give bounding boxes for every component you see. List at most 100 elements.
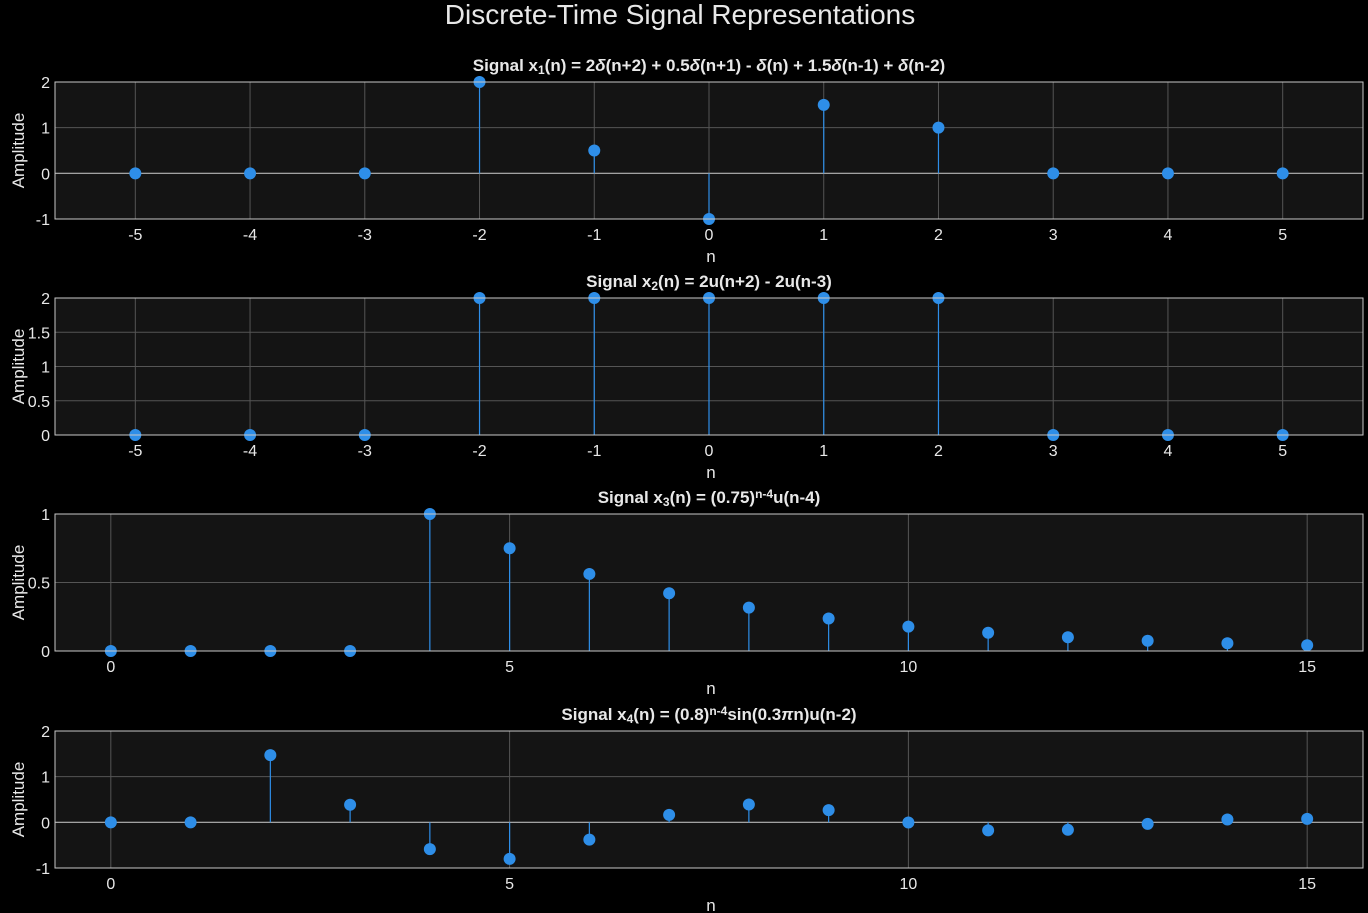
axes-border xyxy=(54,297,1364,436)
y-tick-label: 1 xyxy=(41,121,50,138)
x-tick-label: 15 xyxy=(1298,876,1316,893)
subplot-4: 0 5 10 15 -1 0 1 2 n Amplitude Signal x4(n) = (0.8… xyxy=(9,704,1364,913)
x-tick-label: 2 xyxy=(934,443,943,460)
stem-marker xyxy=(742,798,755,811)
stem-marker xyxy=(104,816,117,829)
x-tick-label: 1 xyxy=(819,443,828,460)
stem-marker xyxy=(817,98,830,111)
stem-marker xyxy=(184,816,197,829)
subplot-title: Signal x1(n) = 2δ(n+2) + 0.5δ(n+1) - δ(n… xyxy=(473,56,945,77)
x-tick-label: -3 xyxy=(358,227,372,244)
subplot-title: Signal x2(n) = 2u(n+2) - 2u(n-3) xyxy=(586,272,832,293)
y-tick-label: 2 xyxy=(41,724,50,741)
y-tick-label: 1 xyxy=(41,507,50,524)
stem-marker xyxy=(902,620,915,633)
stem-marker xyxy=(1221,637,1234,650)
x-tick-label: 0 xyxy=(106,876,115,893)
stem-marker xyxy=(663,808,676,821)
y-tick-label: -1 xyxy=(36,861,50,878)
subplot-2: -5 -4 -3 -2 -1 0 1 2 3 4 5 0 0.5 1 1.5 2 n Amplitude Signa… xyxy=(9,272,1364,482)
x-tick-label: -3 xyxy=(358,443,372,460)
stem-marker xyxy=(244,167,257,180)
stem-marker xyxy=(583,567,596,580)
y-tick-label: 0.5 xyxy=(28,394,50,411)
stem-marker xyxy=(902,816,915,829)
stem-marker xyxy=(503,852,516,865)
y-axis-label: Amplitude xyxy=(9,762,28,838)
stem-marker xyxy=(264,749,277,762)
x-tick-label: 3 xyxy=(1049,443,1058,460)
stem-marker xyxy=(982,626,995,639)
stem-marker xyxy=(663,587,676,600)
subplot-3: 0 5 10 15 0 0.5 1 n Amplitude Signal x3(n) = (0.7… xyxy=(9,487,1364,698)
y-tick-label: 1 xyxy=(41,360,50,377)
subplot-title: Signal x3(n) = (0.75)n-4u(n-4) xyxy=(598,487,821,509)
axes-border xyxy=(54,513,1364,652)
stem-marker xyxy=(1047,167,1060,180)
x-tick-label: 0 xyxy=(106,659,115,676)
stem-marker xyxy=(1301,812,1314,825)
stem-marker xyxy=(982,824,995,837)
y-tick-label: 2 xyxy=(41,75,50,92)
x-tick-label: 0 xyxy=(705,227,714,244)
stem-marker xyxy=(1141,817,1154,830)
y-tick-label: 0 xyxy=(41,815,50,832)
y-axis-label: Amplitude xyxy=(9,113,28,189)
stem-marker xyxy=(129,167,142,180)
x-tick-label: 15 xyxy=(1298,659,1316,676)
axes-background xyxy=(55,731,1363,868)
x-tick-label: 10 xyxy=(899,659,917,676)
x-tick-label: -5 xyxy=(128,443,142,460)
x-tick-label: -1 xyxy=(587,227,601,244)
y-tick-label: 0.5 xyxy=(28,576,50,593)
stem-marker xyxy=(583,833,596,846)
x-tick-label: 3 xyxy=(1049,227,1058,244)
x-tick-label: 5 xyxy=(1278,227,1287,244)
figure-title: Discrete-Time Signal Representations xyxy=(445,0,916,30)
stem-marker xyxy=(423,843,436,856)
x-tick-label: -4 xyxy=(243,227,257,244)
stem-marker xyxy=(1161,167,1174,180)
x-tick-label: 2 xyxy=(934,227,943,244)
x-tick-label: -2 xyxy=(472,443,486,460)
y-axis-label: Amplitude xyxy=(9,545,28,621)
subplots: -5 -4 -3 -2 -1 0 1 2 3 4 5 -1 0 1 2 n Amplitude Signal x1… xyxy=(9,56,1364,913)
stem-marker xyxy=(1061,823,1074,836)
x-axis-label: n xyxy=(706,247,715,266)
x-tick-label: 1 xyxy=(819,227,828,244)
x-tick-label: 5 xyxy=(1278,443,1287,460)
stem-marker xyxy=(588,144,601,157)
x-axis-label: n xyxy=(706,679,715,698)
stem-marker xyxy=(1221,813,1234,826)
stem-marker xyxy=(358,167,371,180)
x-axis-label: n xyxy=(706,463,715,482)
subplot-title: Signal x4(n) = (0.8)n-4sin(0.3πn)u(n-2) xyxy=(561,704,856,726)
x-tick-label: 4 xyxy=(1163,227,1172,244)
x-tick-label: 0 xyxy=(705,443,714,460)
x-tick-label: -2 xyxy=(472,227,486,244)
stem-marker xyxy=(742,601,755,614)
stem-marker xyxy=(822,804,835,817)
axes-border xyxy=(54,81,1364,220)
stem-marker xyxy=(344,798,357,811)
x-tick-label: -4 xyxy=(243,443,257,460)
subplot-1: -5 -4 -3 -2 -1 0 1 2 3 4 5 -1 0 1 2 n Amplitude Signal x1… xyxy=(9,56,1364,266)
y-tick-label: 0 xyxy=(41,428,50,445)
stem-marker xyxy=(1301,639,1314,652)
x-tick-label: 4 xyxy=(1163,443,1172,460)
stem-marker xyxy=(1141,634,1154,647)
y-tick-label: 1 xyxy=(41,770,50,787)
stem-marker xyxy=(822,612,835,625)
axes-border xyxy=(54,730,1364,869)
x-tick-label: 5 xyxy=(505,659,514,676)
stem-marker xyxy=(1276,167,1289,180)
x-axis-label: n xyxy=(706,896,715,913)
x-tick-label: -5 xyxy=(128,227,142,244)
y-tick-label: 2 xyxy=(41,291,50,308)
y-tick-label: 0 xyxy=(41,644,50,661)
stem-marker xyxy=(503,542,516,555)
y-axis-label: Amplitude xyxy=(9,329,28,405)
y-tick-label: 1.5 xyxy=(28,325,50,342)
x-tick-label: 10 xyxy=(899,876,917,893)
